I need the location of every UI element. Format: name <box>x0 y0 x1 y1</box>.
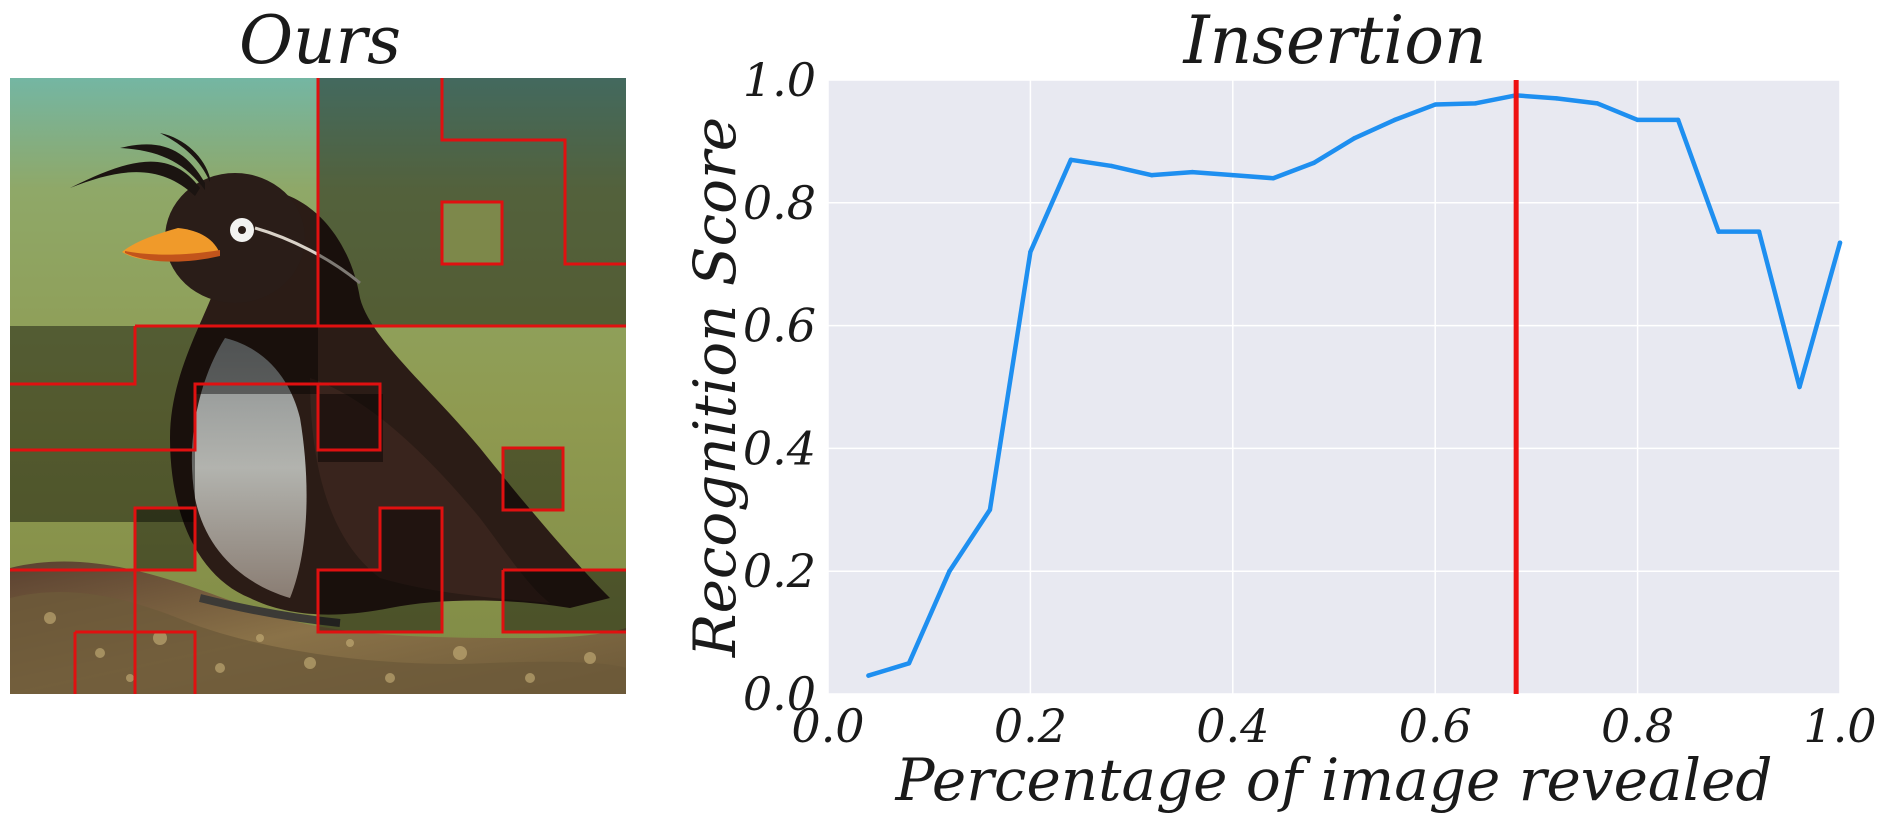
x-tick-label: 0.0 <box>791 699 864 753</box>
data-point <box>1190 169 1195 175</box>
data-point <box>1392 117 1397 123</box>
data-point <box>1473 101 1478 106</box>
data-point <box>1594 101 1600 106</box>
data-point <box>1352 136 1357 141</box>
y-tick-label: 1.0 <box>743 53 816 107</box>
x-tick-label: 0.8 <box>1601 699 1674 753</box>
y-tick-labels: 0.0 0.2 0.4 0.6 0.8 1.0 <box>743 53 816 721</box>
data-point <box>1635 117 1640 123</box>
data-point <box>1311 160 1316 166</box>
data-point <box>1797 384 1802 390</box>
bird-illustration <box>10 78 626 694</box>
image-panel-title: Ours <box>238 2 402 79</box>
y-tick-label: 0.2 <box>743 544 816 598</box>
x-tick-labels: 0.0 0.2 0.4 0.6 0.8 1.0 <box>791 699 1876 753</box>
y-tick-label: 0.4 <box>743 421 816 475</box>
plot-area <box>828 80 1840 694</box>
x-tick-label: 0.2 <box>994 699 1067 753</box>
data-point <box>1149 172 1155 178</box>
data-point <box>1230 172 1236 178</box>
data-point <box>1756 229 1762 234</box>
y-tick-label: 0.0 <box>743 667 816 721</box>
data-point <box>1109 163 1114 169</box>
data-point <box>906 661 912 666</box>
data-point <box>1837 240 1843 245</box>
grid-lines <box>827 79 1841 695</box>
chart-title: Insertion <box>1183 2 1487 79</box>
x-tick-label: 1.0 <box>1803 699 1876 753</box>
x-tick-label: 0.4 <box>1196 699 1269 753</box>
data-point <box>866 673 871 678</box>
data-point <box>947 569 952 574</box>
data-point <box>1716 229 1721 234</box>
y-axis-label: Recognition Score <box>681 117 749 658</box>
x-axis-label: Percentage of image revealed <box>895 746 1773 814</box>
series-layer <box>866 93 1843 678</box>
data-point <box>1271 176 1276 181</box>
data-point <box>1028 249 1033 255</box>
data-point <box>1675 117 1681 123</box>
y-tick-label: 0.6 <box>743 299 816 353</box>
data-point <box>1068 157 1074 163</box>
data-point <box>1433 102 1438 107</box>
y-tick-label: 0.8 <box>743 176 816 230</box>
data-point <box>1554 96 1559 101</box>
data-point <box>987 507 993 512</box>
x-tick-label: 0.6 <box>1399 699 1472 753</box>
bird-image <box>10 78 626 694</box>
